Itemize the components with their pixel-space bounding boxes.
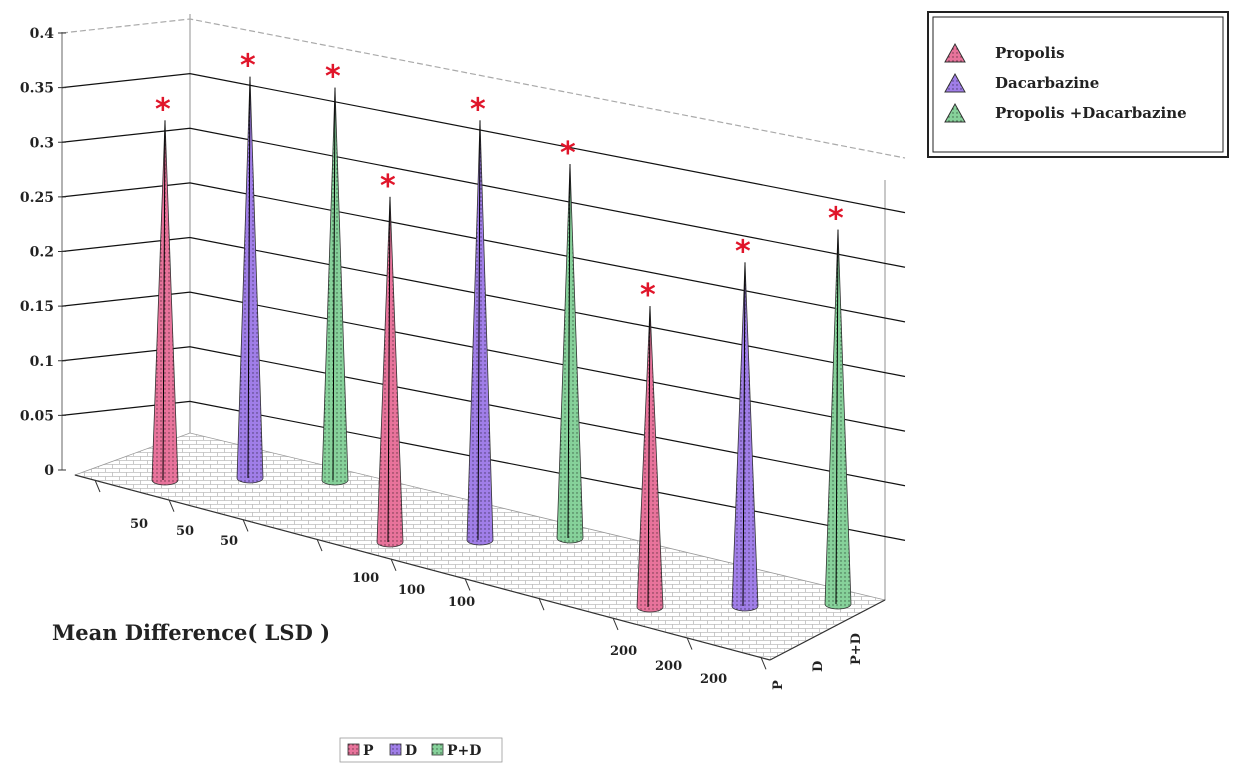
- gridline: [61, 291, 906, 432]
- cone-bar: *: [151, 92, 179, 486]
- bottom-legend-item: D: [389, 743, 417, 759]
- significance-marker: *: [240, 49, 256, 84]
- x-tick-mark: [612, 617, 619, 631]
- legend-label: Propolis +Dacarbazine: [995, 104, 1187, 122]
- legend-item: Propolis: [944, 42, 1065, 63]
- y-tick-label: 0.35: [20, 81, 54, 97]
- y-axis-ticks: 0 0.05 0.1 0.15 0.2 0.25 0.3 0.35 0.4: [20, 26, 66, 479]
- bottom-legend-label: P+D: [447, 743, 481, 759]
- x-tick-mark: [390, 558, 397, 571]
- x-axis-line: [74, 474, 771, 661]
- significance-marker: *: [155, 92, 171, 127]
- x-category-label: 50: [130, 517, 148, 532]
- legend-item: Propolis +Dacarbazine: [944, 102, 1187, 123]
- gridline: [61, 73, 906, 214]
- x-tick-mark: [686, 637, 693, 650]
- significance-marker: *: [470, 92, 486, 127]
- gridline: [61, 400, 906, 541]
- cone-bar: *: [236, 49, 264, 484]
- bottom-legend-item: P+D: [431, 743, 481, 759]
- y-tick-label: 0.05: [20, 408, 54, 424]
- gridline: [61, 182, 906, 323]
- bottom-legend-frame: [339, 737, 503, 763]
- significance-marker: *: [828, 202, 844, 237]
- y-tick-label: 0.1: [30, 354, 54, 370]
- significance-marker: *: [325, 60, 341, 95]
- y-tick-label: 0.3: [30, 135, 54, 151]
- cone-bar: *: [731, 234, 759, 612]
- x-category-label: 100: [398, 583, 425, 598]
- x-axis: 50 50 50 100 100 100 200 200 200: [74, 474, 771, 687]
- gridline: [61, 346, 906, 487]
- x-axis-label: Mean Difference( LSD ): [52, 620, 330, 645]
- x-tick-mark: [538, 598, 545, 611]
- x-category-label: 200: [700, 672, 727, 687]
- gridline: [61, 127, 906, 268]
- x-category-label: 50: [176, 524, 194, 539]
- bottom-legend-item: P: [347, 743, 374, 759]
- cone-bar: *: [376, 169, 404, 548]
- x-category-label: 100: [448, 595, 475, 610]
- x-tick-mark: [94, 479, 101, 493]
- x-tick-mark: [464, 578, 471, 591]
- gridlines: [61, 18, 906, 541]
- depth-category-label: D: [811, 661, 826, 672]
- x-category-label: 200: [655, 659, 682, 674]
- x-category-label: 200: [610, 644, 637, 659]
- bottom-legend-label: P: [363, 743, 374, 759]
- depth-category-label: P+D: [849, 633, 864, 665]
- significance-marker: *: [380, 169, 396, 204]
- gridline: [61, 18, 906, 159]
- bottom-legend: P D P+D: [339, 737, 503, 763]
- legend-item: Dacarbazine: [944, 72, 1099, 93]
- y-tick-label: 0.2: [30, 245, 54, 261]
- gridline: [61, 236, 906, 378]
- cone-bar: *: [321, 60, 349, 486]
- x-tick-mark: [760, 657, 767, 670]
- legend: Propolis Dacarbazine Propolis +Dacarbazine: [927, 11, 1229, 158]
- x-category-label: 50: [220, 534, 238, 549]
- x-tick-mark: [242, 519, 249, 532]
- depth-axis: P D P+D: [769, 599, 886, 690]
- cone-bar: *: [556, 136, 584, 544]
- y-tick-label: 0: [44, 463, 54, 479]
- cone-bar: *: [636, 278, 664, 613]
- legend-label: Propolis: [995, 44, 1065, 62]
- x-tick-mark: [168, 499, 175, 512]
- x-category-label: 100: [352, 571, 379, 586]
- cones: * * * * * * * * *: [151, 49, 852, 613]
- x-tick-mark: [316, 538, 323, 552]
- cone-bar: *: [824, 202, 852, 610]
- y-tick-label: 0.4: [30, 26, 55, 42]
- cone-bar: *: [466, 92, 494, 546]
- legend-label: Dacarbazine: [995, 74, 1099, 92]
- legend-frame-inner: [932, 16, 1224, 153]
- y-tick-label: 0.15: [20, 299, 54, 315]
- significance-marker: *: [735, 234, 751, 269]
- depth-axis-line: [769, 599, 886, 661]
- y-tick-label: 0.25: [20, 190, 54, 206]
- depth-category-label: P: [771, 680, 786, 690]
- significance-marker: *: [640, 278, 656, 313]
- bottom-legend-label: D: [405, 743, 417, 759]
- significance-marker: *: [560, 136, 576, 171]
